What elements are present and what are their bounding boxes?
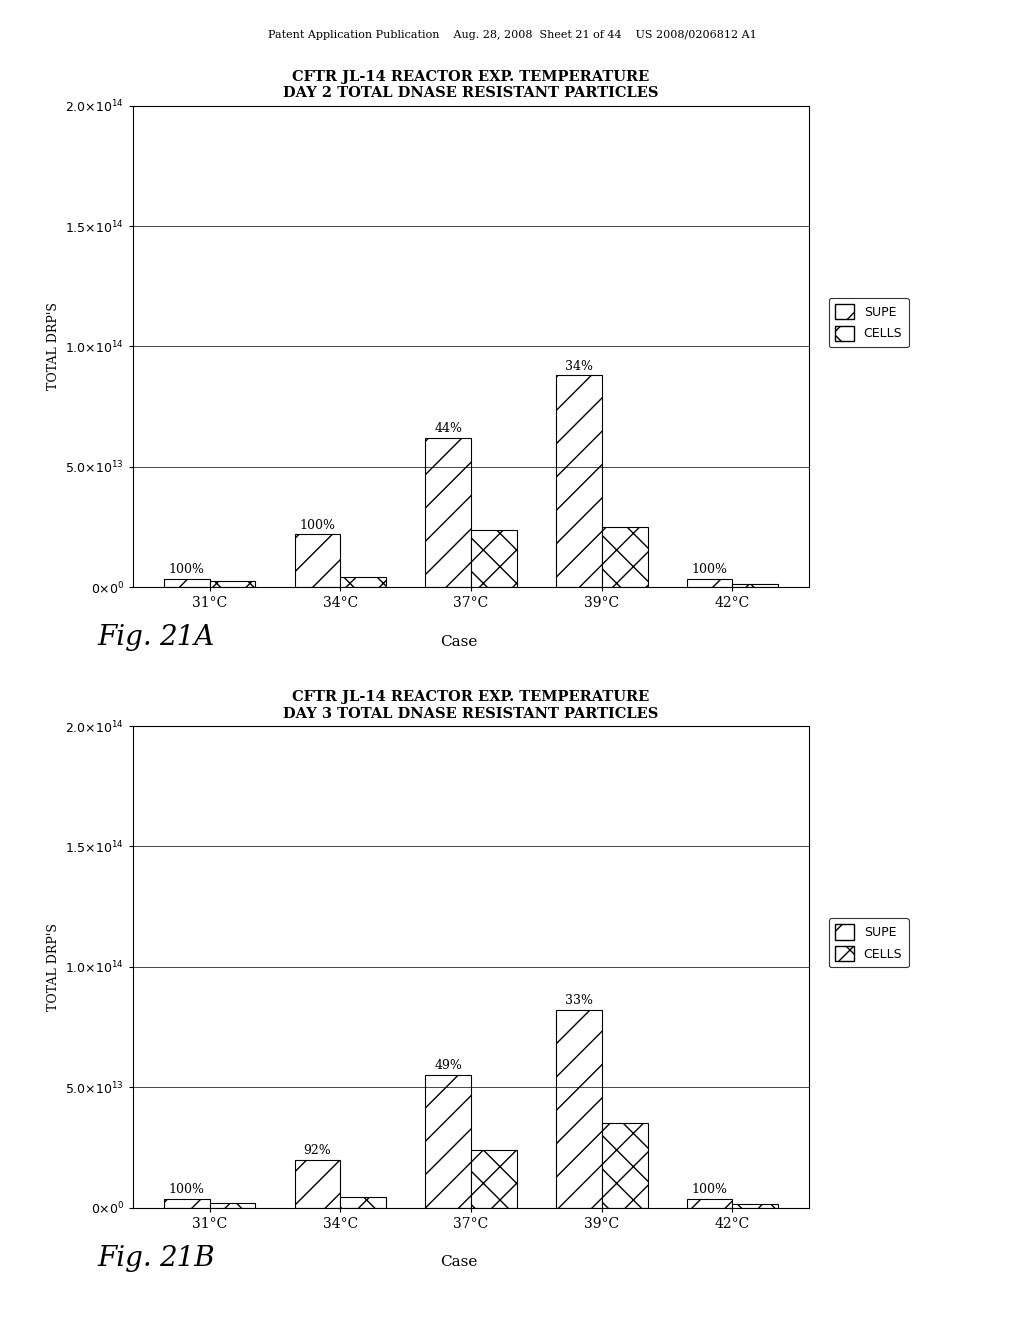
Bar <box>425 1076 471 1208</box>
Bar <box>340 577 386 587</box>
Text: Case: Case <box>440 635 477 649</box>
Title: CFTR JL-14 REACTOR EXP. TEMPERATURE
DAY 2 TOTAL DNASE RESISTANT PARTICLES: CFTR JL-14 REACTOR EXP. TEMPERATURE DAY … <box>284 70 658 100</box>
Bar <box>556 1010 602 1208</box>
Bar <box>732 583 778 587</box>
Text: 21B: 21B <box>159 1245 214 1271</box>
Text: 100%: 100% <box>169 564 205 576</box>
Bar <box>471 529 517 587</box>
Text: 44%: 44% <box>434 422 462 436</box>
Text: 100%: 100% <box>169 1184 205 1196</box>
Bar <box>732 1204 778 1208</box>
Legend: SUPE, CELLS: SUPE, CELLS <box>828 298 908 347</box>
Text: 100%: 100% <box>691 564 728 576</box>
Text: Fig.: Fig. <box>97 624 152 651</box>
Bar <box>602 527 647 587</box>
Bar <box>164 1200 210 1208</box>
Bar <box>295 1160 340 1208</box>
Bar <box>210 1203 255 1208</box>
Text: 100%: 100% <box>691 1184 728 1196</box>
Title: CFTR JL-14 REACTOR EXP. TEMPERATURE
DAY 3 TOTAL DNASE RESISTANT PARTICLES: CFTR JL-14 REACTOR EXP. TEMPERATURE DAY … <box>284 690 658 721</box>
Bar <box>602 1123 647 1208</box>
Y-axis label: TOTAL DRP'S: TOTAL DRP'S <box>47 302 59 391</box>
Y-axis label: TOTAL DRP'S: TOTAL DRP'S <box>47 923 59 1011</box>
Text: 100%: 100% <box>299 519 336 532</box>
Bar <box>687 1200 732 1208</box>
Text: 21A: 21A <box>159 624 214 651</box>
Bar <box>340 1197 386 1208</box>
Text: Case: Case <box>440 1255 477 1270</box>
Bar <box>687 579 732 587</box>
Legend: SUPE, CELLS: SUPE, CELLS <box>828 919 908 968</box>
Bar <box>556 375 602 587</box>
Text: 49%: 49% <box>434 1060 462 1072</box>
Text: 92%: 92% <box>303 1143 332 1156</box>
Text: Fig.: Fig. <box>97 1245 152 1271</box>
Bar <box>164 579 210 587</box>
Text: 33%: 33% <box>565 994 593 1007</box>
Bar <box>295 535 340 587</box>
Bar <box>210 581 255 587</box>
Text: Patent Application Publication    Aug. 28, 2008  Sheet 21 of 44    US 2008/02068: Patent Application Publication Aug. 28, … <box>267 30 757 41</box>
Bar <box>425 438 471 587</box>
Text: 34%: 34% <box>565 359 593 372</box>
Bar <box>471 1150 517 1208</box>
